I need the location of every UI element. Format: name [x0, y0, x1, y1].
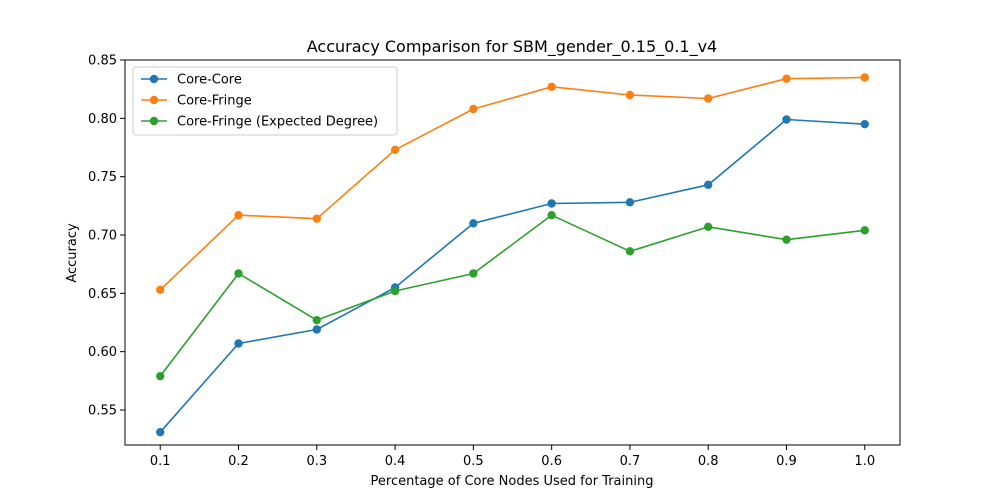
data-point — [547, 82, 556, 92]
legend-marker — [149, 116, 159, 126]
data-point — [547, 210, 556, 220]
y-tick-label: 0.75 — [88, 170, 117, 185]
x-axis-label: Percentage of Core Nodes Used for Traini… — [371, 474, 654, 489]
chart-title: Accuracy Comparison for SBM_gender_0.15_… — [307, 37, 717, 57]
series-line — [159, 214, 865, 377]
x-tick-label: 0.8 — [698, 454, 719, 469]
data-point — [312, 214, 321, 223]
legend-label: Core-Fringe — [177, 94, 252, 109]
legend-marker — [149, 74, 159, 84]
data-point — [469, 104, 478, 114]
x-tick-label: 0.2 — [228, 454, 249, 469]
data-point — [312, 325, 321, 334]
plot-frame — [124, 59, 901, 446]
data-point — [860, 119, 869, 129]
data-point — [156, 371, 165, 381]
data-point — [312, 315, 321, 325]
data-point — [234, 269, 243, 278]
data-point — [860, 73, 869, 82]
y-tick-label: 0.80 — [88, 112, 117, 127]
data-point — [625, 198, 635, 207]
data-point — [782, 115, 791, 124]
x-tick-label: 1.0 — [854, 454, 875, 469]
data-point — [547, 199, 556, 208]
legend-marker — [149, 95, 159, 105]
data-point — [156, 427, 165, 437]
data-point — [704, 94, 713, 103]
data-point — [625, 90, 635, 100]
y-tick-label: 0.85 — [88, 54, 117, 69]
x-tick-label: 0.1 — [150, 454, 171, 469]
x-tick-label: 0.9 — [776, 454, 797, 469]
legend-label: Core-Fringe (Expected Degree) — [177, 115, 378, 130]
plot-area: 0.1 0.2 0.3 0.4 0.5 0.6 0.7 0.8 0.9 1.0 0.55 0.60 0.… — [88, 54, 901, 469]
x-tick-label: 0.6 — [541, 454, 562, 469]
x-tick-label: 0.4 — [385, 454, 406, 469]
series-line — [159, 76, 865, 291]
y-tick-label: 0.55 — [88, 404, 117, 419]
x-tick-label: 0.3 — [306, 454, 327, 469]
x-tick-label: 0.5 — [463, 454, 484, 469]
series-line — [159, 118, 865, 433]
legend-box — [132, 66, 398, 136]
y-tick-label: 0.70 — [88, 229, 117, 244]
data-point — [469, 219, 478, 228]
data-point — [234, 210, 243, 220]
data-point — [782, 74, 791, 83]
data-point — [704, 180, 713, 190]
x-tick-label: 0.7 — [620, 454, 641, 469]
data-point — [156, 285, 165, 295]
data-point — [390, 145, 400, 155]
y-axis-label: Accuracy — [65, 223, 80, 283]
data-point — [860, 226, 869, 235]
data-point — [390, 286, 400, 296]
data-point — [469, 269, 478, 278]
data-point — [704, 222, 713, 232]
y-tick-label: 0.65 — [88, 287, 117, 302]
legend: Core-Core Core-Fringe Core-Fringe (Expecte… — [132, 66, 398, 136]
data-point — [625, 247, 635, 256]
data-point — [234, 339, 243, 348]
data-point — [782, 235, 791, 244]
legend-label: Core-Core — [177, 73, 242, 88]
y-tick-label: 0.60 — [88, 345, 117, 360]
